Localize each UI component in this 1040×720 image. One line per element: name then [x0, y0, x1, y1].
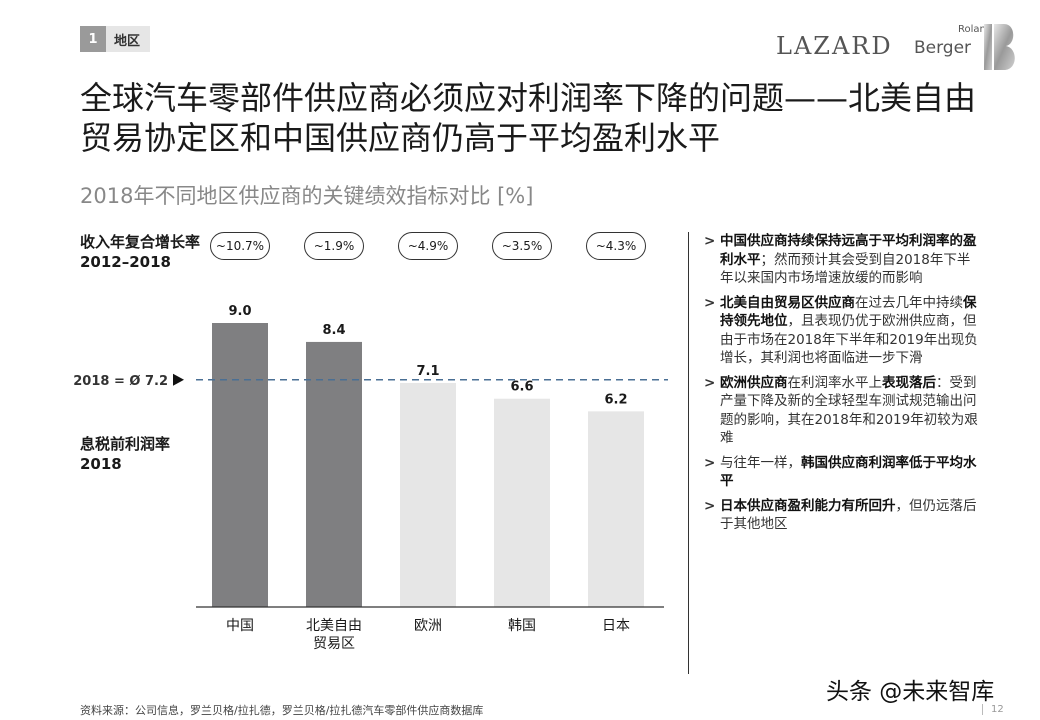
category-label: 北美自由 — [306, 618, 362, 634]
roland-berger-mark-icon — [984, 24, 1015, 70]
logo-roland-text: Roland — [958, 24, 993, 35]
category-label: 日本 — [602, 618, 630, 634]
bullet-marker-icon: > — [704, 374, 716, 391]
data-label: 7.1 — [416, 364, 439, 379]
data-label: 8.4 — [322, 323, 345, 338]
section-label: 地区 — [114, 33, 141, 49]
bar — [588, 411, 644, 607]
source-note: 资料来源：公司信息，罗兰贝格/拉扎德，罗兰贝格/拉扎德汽车零部件供应商数据库 — [80, 704, 484, 717]
bullet-item: > 与往年一样，韩国供应商利润率低于平均水平 — [704, 454, 977, 490]
bullet-item: > 欧洲供应商在利润率水平上表现落后：受到产量下降及新的全球轻型车测试规范输出问题… — [704, 374, 978, 447]
bullet-item: > 中国供应商持续保持远高于平均利润率的盈利水平；然而预计其会受到自2018年下半… — [704, 233, 977, 286]
cagr-pill: ~10.7% — [210, 232, 270, 260]
average-marker-icon — [173, 373, 184, 386]
bar — [494, 398, 550, 607]
roland-berger-logo: Roland Berger — [914, 22, 1024, 74]
vertical-divider — [688, 232, 689, 674]
category-label: 韩国 — [508, 618, 536, 634]
cagr-pill: ~4.3% — [586, 232, 646, 260]
bullet-marker-icon: > — [704, 497, 716, 514]
category-label: 欧洲 — [414, 618, 442, 634]
data-label: 6.2 — [604, 392, 627, 407]
bar — [306, 341, 362, 607]
bullet-list: > 中国供应商持续保持远高于平均利润率的盈利水平；然而预计其会受到自2018年下半… — [704, 232, 980, 540]
cagr-pill: ~4.9% — [398, 232, 458, 260]
page-title: 全球汽车零部件供应商必须应对利润率下降的问题——北美自由贸易协定区和中国供应商仍… — [80, 79, 977, 157]
ebit-margin-label: 息税前利润率 2018 — [80, 435, 171, 473]
category-label: 贸易区 — [313, 636, 355, 652]
data-label: 9.0 — [228, 304, 251, 319]
category-label: 中国 — [226, 618, 254, 634]
bar — [212, 323, 268, 607]
logo-berger-text: Berger — [914, 38, 972, 58]
bullet-item: > 北美自由贸易区供应商在过去几年中持续保持领先地位，且表现仍优于欧洲供应商，但由… — [704, 294, 978, 367]
chart-subtitle: 2018年不同地区供应商的关键绩效指标对比 [%] — [80, 184, 534, 208]
section-tag: 1 地区 — [80, 26, 151, 52]
data-label: 6.6 — [510, 380, 533, 395]
cagr-pill: ~1.9% — [304, 232, 364, 260]
watermark: 头条 @未来智库 — [826, 679, 995, 705]
average-label: 2018 = Ø 7.2 — [73, 374, 168, 389]
bullet-marker-icon: > — [704, 454, 716, 471]
bar — [400, 382, 456, 607]
cagr-row-label: 收入年复合增长率 2012–2018 — [80, 233, 201, 271]
section-number: 1 — [80, 26, 106, 52]
bullet-marker-icon: > — [704, 294, 716, 311]
bullet-marker-icon: > — [704, 233, 716, 249]
lazard-logo: LAZARD — [776, 32, 893, 60]
cagr-pill: ~3.5% — [492, 232, 552, 260]
bullet-item: > 日本供应商盈利能力有所回升，但仍远落后于其他地区 — [704, 497, 977, 533]
page-number: 12 — [982, 704, 1004, 715]
